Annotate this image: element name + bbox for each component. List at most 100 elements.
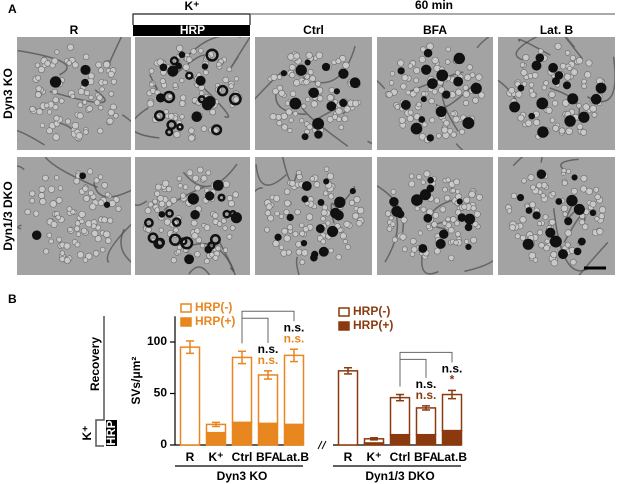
vesicle	[584, 71, 592, 79]
legend-swatch	[338, 321, 350, 331]
vesicle	[59, 250, 66, 256]
hrp-labeled	[453, 52, 466, 65]
vesicle	[67, 43, 74, 51]
hrp-labeled	[210, 124, 223, 136]
hrp-labeled	[295, 64, 307, 76]
vesicle	[353, 196, 361, 204]
vesicle	[293, 79, 301, 87]
hrp-labeled	[536, 169, 547, 180]
vesicle	[105, 237, 112, 244]
vesicle	[343, 220, 351, 228]
vesicle	[550, 259, 559, 267]
vesicle	[73, 177, 81, 185]
hrp-labeled	[423, 213, 433, 223]
vesicle	[530, 184, 536, 191]
hrp-labeled	[418, 243, 428, 253]
hrp-labeled	[185, 71, 194, 80]
vesicle	[287, 128, 293, 134]
vesicle	[598, 206, 607, 214]
vesicle	[198, 48, 204, 54]
hrp-labeled	[169, 56, 179, 66]
vesicle	[536, 182, 543, 189]
vesicle	[43, 102, 50, 109]
hrp-labeled	[171, 217, 182, 228]
membrane	[17, 49, 68, 76]
hrp-labeled	[545, 227, 556, 238]
row-label: Dyn3 KO	[1, 68, 15, 119]
error-bar	[186, 340, 194, 355]
hrp-labeled	[147, 232, 159, 244]
vesicle	[102, 79, 108, 86]
vesicle	[528, 251, 536, 260]
vesicle	[203, 258, 210, 265]
hrp-labeled	[464, 213, 476, 225]
hrp-labeled	[143, 217, 154, 228]
vesicle	[55, 214, 61, 221]
vesicle	[162, 179, 170, 188]
column-label: HRP	[180, 23, 205, 37]
vesicle	[442, 186, 448, 193]
vesicle	[593, 186, 600, 193]
vesicle	[549, 117, 556, 124]
hrp-labeled	[217, 193, 226, 202]
vesicle	[453, 239, 459, 246]
vesicle	[194, 184, 201, 192]
vesicle	[408, 173, 415, 179]
vesicle	[466, 64, 473, 71]
vesicle	[322, 190, 329, 196]
vesicle	[352, 212, 360, 220]
vesicle	[413, 77, 419, 84]
vesicle	[576, 103, 582, 109]
vesicle	[450, 188, 456, 194]
vesicle	[432, 212, 440, 219]
vesicle	[51, 88, 58, 95]
vesicle	[83, 195, 90, 202]
vesicle	[148, 68, 155, 74]
vesicle	[76, 112, 84, 120]
vesicle	[33, 210, 40, 217]
vesicle	[37, 65, 46, 74]
vesicle	[179, 114, 185, 120]
membrane	[44, 157, 98, 189]
vesicle	[88, 94, 94, 101]
vesicle	[196, 166, 204, 174]
vesicle	[93, 177, 100, 184]
vesicle	[64, 118, 72, 125]
vesicle	[425, 224, 432, 230]
vesicle	[99, 86, 105, 92]
vesicle	[589, 105, 597, 113]
vesicle	[226, 66, 233, 73]
vesicle	[80, 227, 88, 235]
vesicle	[328, 86, 335, 94]
vesicle	[78, 210, 86, 219]
vesicle	[537, 229, 543, 236]
vesicle	[450, 111, 456, 117]
vesicle	[222, 180, 230, 188]
vesicle	[388, 80, 395, 86]
significance-label: n.s.	[416, 388, 437, 402]
vesicle	[113, 113, 119, 119]
vesicle	[455, 88, 463, 96]
stimulus-step	[95, 412, 105, 447]
vesicle	[548, 218, 556, 226]
vesicle	[216, 221, 223, 227]
membrane	[578, 241, 609, 275]
vesicle	[545, 106, 553, 114]
membrane	[515, 37, 538, 61]
vesicle	[54, 49, 60, 55]
vesicle	[288, 63, 296, 71]
hrp-labeled	[457, 213, 467, 222]
vesicle	[433, 247, 441, 255]
vesicle	[335, 58, 342, 65]
membrane	[121, 114, 131, 123]
vesicle	[85, 252, 93, 260]
hrp-labeled	[179, 237, 188, 246]
vesicle	[154, 190, 161, 197]
hrp-label: HRP	[104, 420, 118, 445]
vesicle	[299, 230, 306, 237]
vesicle	[35, 75, 41, 81]
hrp-labeled	[80, 64, 91, 75]
vesicle	[155, 183, 162, 191]
header-stimulus: K⁺	[185, 0, 200, 13]
vesicle	[148, 81, 155, 88]
